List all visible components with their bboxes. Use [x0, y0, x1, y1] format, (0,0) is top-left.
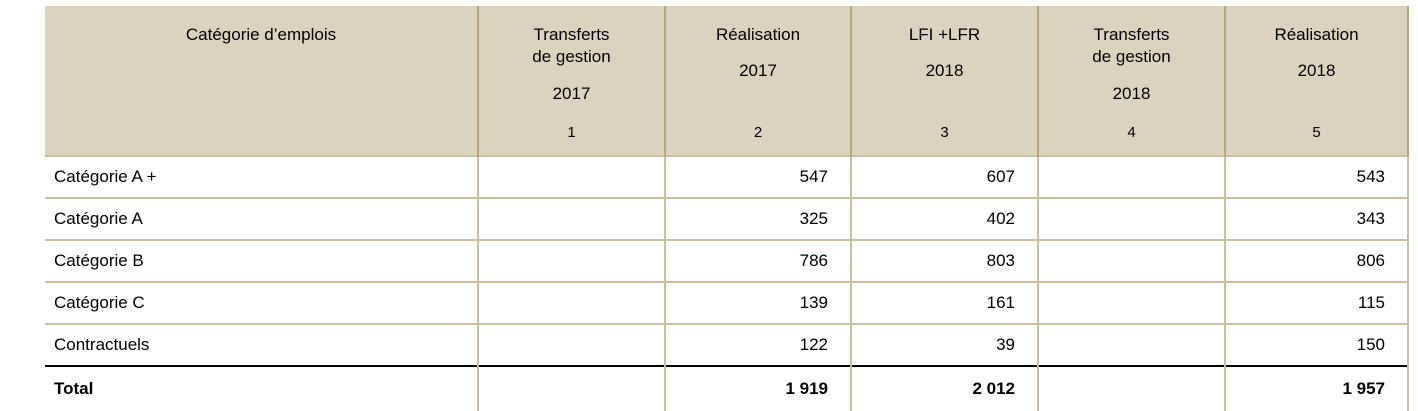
column-header-title: Réalisation: [1274, 25, 1359, 44]
table-row: Catégorie C 139 161 115: [45, 281, 1409, 324]
cell-transferts-gestion-2017: [478, 239, 666, 282]
column-header-number: 2: [753, 124, 763, 142]
column-header-number: 5: [1312, 124, 1321, 142]
page: Catégorie d’emplois Transferts de gestio…: [45, 6, 1409, 411]
table-row: Catégorie A 325 402 343: [45, 197, 1409, 240]
cell-realisation-2017: 325: [665, 197, 852, 240]
column-header-lfi-lfr-2018: LFI +LFR 2018 3: [851, 6, 1039, 156]
column-header-year: 2017: [552, 83, 591, 103]
row-label: Catégorie A +: [45, 155, 479, 198]
column-header-transferts-gestion-2018: Transferts de gestion 2018 4: [1038, 6, 1226, 156]
cell-total-realisation-2017: 1 919: [665, 365, 852, 411]
column-header-number: 4: [1127, 124, 1136, 142]
cell-transferts-gestion-2018: [1038, 323, 1226, 366]
cell-total-realisation-2018: 1 957: [1225, 365, 1409, 411]
row-label-total: Total: [45, 365, 479, 411]
cell-transferts-gestion-2018: [1038, 155, 1226, 198]
cell-realisation-2017: 122: [665, 323, 852, 366]
column-header-year: 2018: [1112, 83, 1151, 103]
column-header-title: Catégorie d’emplois: [185, 25, 337, 44]
cell-total-transferts-gestion-2018: [1038, 365, 1226, 411]
cell-transferts-gestion-2017: [478, 197, 666, 240]
cell-realisation-2018: 343: [1225, 197, 1409, 240]
column-header-number: 1: [567, 124, 576, 142]
cell-realisation-2017: 139: [665, 281, 852, 324]
cell-lfi-lfr-2018: 39: [851, 323, 1039, 366]
cell-total-lfi-lfr-2018: 2 012: [851, 365, 1039, 411]
cell-transferts-gestion-2017: [478, 323, 666, 366]
table-row: Catégorie B 786 803 806: [45, 239, 1409, 282]
cell-lfi-lfr-2018: 803: [851, 239, 1039, 282]
table-row: Catégorie A + 547 607 543: [45, 155, 1409, 198]
column-header-year: 2017: [739, 61, 777, 81]
cell-realisation-2018: 150: [1225, 323, 1409, 366]
column-header-number: 3: [940, 124, 949, 142]
row-label: Contractuels: [45, 323, 479, 366]
header-row: Catégorie d’emplois Transferts de gestio…: [45, 6, 1409, 156]
cell-total-transferts-gestion-2017: [478, 365, 666, 411]
cell-transferts-gestion-2018: [1038, 197, 1226, 240]
column-header-realisation-2017: Réalisation 2017 2: [665, 6, 852, 156]
cell-realisation-2018: 806: [1225, 239, 1409, 282]
cell-transferts-gestion-2018: [1038, 281, 1226, 324]
column-header-title: Transferts de gestion: [532, 25, 611, 67]
cell-realisation-2017: 547: [665, 155, 852, 198]
cell-transferts-gestion-2018: [1038, 239, 1226, 282]
cell-transferts-gestion-2017: [478, 281, 666, 324]
table-row: Contractuels 122 39 150: [45, 323, 1409, 366]
column-header-transferts-gestion-2017: Transferts de gestion 2017 1: [478, 6, 666, 156]
cell-transferts-gestion-2017: [478, 155, 666, 198]
column-header-title: Réalisation: [715, 25, 801, 44]
table-body: Catégorie A + 547 607 543 Catégorie A 32…: [45, 155, 1409, 411]
column-header-title: LFI +LFR: [908, 25, 981, 44]
cell-lfi-lfr-2018: 607: [851, 155, 1039, 198]
column-header-categorie-emplois: Catégorie d’emplois: [45, 6, 479, 156]
column-header-year: 2018: [925, 61, 964, 81]
row-label: Catégorie B: [45, 239, 479, 282]
emplois-table: Catégorie d’emplois Transferts de gestio…: [45, 6, 1409, 411]
cell-lfi-lfr-2018: 402: [851, 197, 1039, 240]
column-header-title: Transferts de gestion: [1092, 25, 1171, 67]
table-row-total: Total 1 919 2 012 1 957: [45, 365, 1409, 411]
row-label: Catégorie A: [45, 197, 479, 240]
column-header-year: 2018: [1297, 61, 1336, 81]
column-header-realisation-2018: Réalisation 2018 5: [1225, 6, 1409, 156]
cell-realisation-2017: 786: [665, 239, 852, 282]
cell-lfi-lfr-2018: 161: [851, 281, 1039, 324]
row-label: Catégorie C: [45, 281, 479, 324]
cell-realisation-2018: 115: [1225, 281, 1409, 324]
cell-realisation-2018: 543: [1225, 155, 1409, 198]
table-header: Catégorie d’emplois Transferts de gestio…: [45, 6, 1409, 156]
